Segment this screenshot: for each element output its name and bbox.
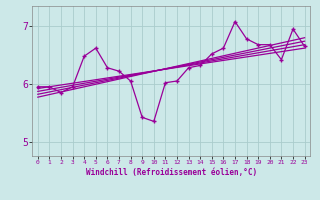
X-axis label: Windchill (Refroidissement éolien,°C): Windchill (Refroidissement éolien,°C) (86, 168, 257, 177)
